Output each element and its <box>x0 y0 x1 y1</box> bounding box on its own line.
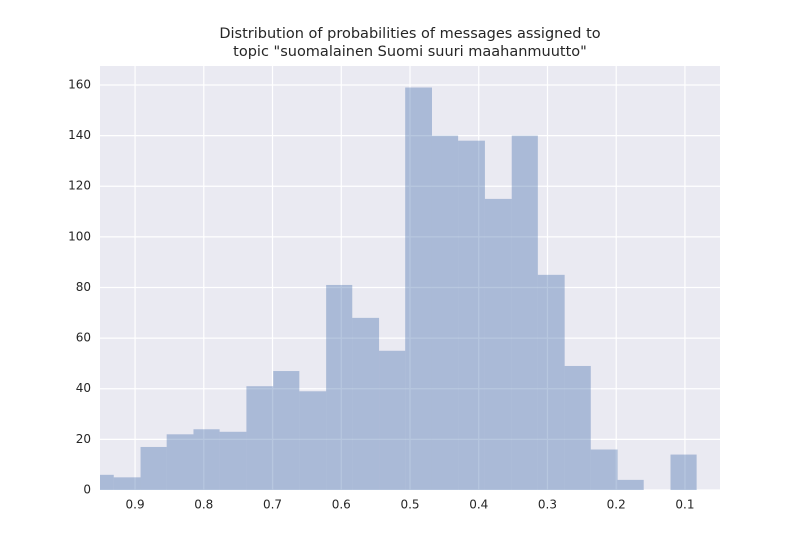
bar <box>670 454 697 490</box>
bar <box>458 140 485 490</box>
bar <box>379 350 406 490</box>
grid <box>100 66 720 491</box>
x-tick-label: 0.2 <box>607 498 626 512</box>
bar <box>564 365 591 490</box>
y-tick-label: 100 <box>68 229 91 243</box>
bar <box>484 198 512 490</box>
x-tick-label: 0.7 <box>263 498 282 512</box>
bar <box>405 87 432 490</box>
bar <box>299 391 327 490</box>
bar <box>193 429 220 490</box>
bar <box>100 474 114 490</box>
bar <box>537 274 565 490</box>
bar <box>273 371 300 490</box>
bar <box>431 135 459 490</box>
y-tick-label: 80 <box>76 280 91 294</box>
y-tick-label: 40 <box>76 381 91 395</box>
chart-title: topic "suomalainen Suomi suuri maahanmuu… <box>233 44 587 60</box>
bar <box>140 446 167 490</box>
y-tick-label: 60 <box>76 331 91 345</box>
x-tick-label: 0.8 <box>194 498 213 512</box>
bar <box>590 449 618 490</box>
bar <box>352 317 380 490</box>
y-tick-label: 120 <box>68 179 91 193</box>
bar <box>617 479 644 490</box>
bar <box>246 386 274 490</box>
bar <box>113 477 141 490</box>
x-tick-label: 0.3 <box>538 498 557 512</box>
y-tick-label: 140 <box>68 128 91 142</box>
y-tick-label: 20 <box>76 432 91 446</box>
y-tick-label: 160 <box>68 77 91 91</box>
bar <box>166 434 194 490</box>
x-tick-label: 0.5 <box>400 498 419 512</box>
y-tick-label: 0 <box>83 483 91 497</box>
bar <box>326 284 353 490</box>
bar <box>219 431 247 490</box>
chart-title: Distribution of probabilities of message… <box>219 26 600 42</box>
x-tick-label: 0.9 <box>126 498 145 512</box>
bar <box>511 135 538 490</box>
x-tick-label: 0.4 <box>469 498 488 512</box>
x-tick-label: 0.6 <box>332 498 351 512</box>
bars <box>100 87 697 490</box>
x-tick-label: 0.1 <box>675 498 694 512</box>
